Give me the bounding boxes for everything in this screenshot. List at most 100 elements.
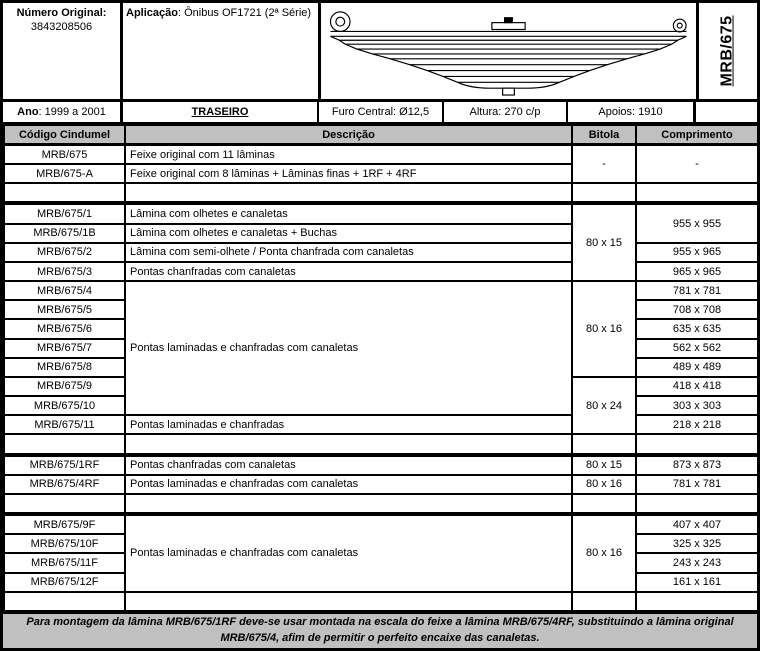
model-code-text: MRB/675 (719, 15, 737, 87)
comprimento-cell: 965 x 965 (635, 260, 757, 283)
bitola-cell: 80 x 16 (571, 473, 637, 495)
supports-cell: Apoios: 1910 (568, 102, 696, 122)
spacer-cell (635, 492, 757, 517)
comprimento-cell: 708 x 708 (635, 299, 757, 321)
comprimento-cell: 418 x 418 (635, 375, 757, 398)
table-row: MRB/675/1 Lâmina com olhetes e canaletas… (3, 202, 757, 283)
assembly-note: Para montagem da lâmina MRB/675/1RF deve… (3, 610, 757, 648)
header-codigo: Código Cindumel (3, 124, 126, 146)
codigo-cell: MRB/675/12F (3, 571, 126, 593)
application-value: : Ônibus OF1721 (2ª Série) (177, 7, 312, 19)
leaf-spring-drawing-cell (321, 3, 699, 99)
year-value: : 1999 a 2001 (38, 106, 106, 118)
table-row: MRB/675/8 489 x 489 (3, 356, 757, 378)
spacer-cell (124, 182, 573, 206)
year-cell: Ano: 1999 a 2001 (3, 102, 123, 122)
year-label: Ano (17, 106, 39, 118)
bitola-cell: - (571, 143, 637, 185)
bitola-cell: 80 x 16 (571, 280, 637, 378)
original-number-label: Número Original: (16, 7, 107, 19)
height-cell: Altura: 270 c/p (444, 102, 568, 122)
comprimento-cell: 562 x 562 (635, 337, 757, 359)
descricao-cell: Feixe original com 8 lâminas + Lâminas f… (124, 163, 573, 185)
spacer-cell (571, 433, 637, 457)
codigo-cell: MRB/675 (3, 143, 126, 166)
codigo-cell: MRB/675/1RF (3, 453, 126, 476)
descricao-cell: Pontas laminadas e chanfradas com canale… (124, 280, 573, 417)
codigo-cell: MRB/675/6 (3, 318, 126, 340)
comprimento-cell: 635 x 635 (635, 318, 757, 340)
table-row: MRB/675/10F 325 x 325 (3, 533, 757, 555)
spacer-cell (635, 433, 757, 457)
descricao-cell: Lâmina com olhetes e canaletas + Buchas (124, 222, 573, 244)
comprimento-cell: 955 x 965 (635, 241, 757, 263)
comprimento-cell: 218 x 218 (635, 414, 757, 436)
spec-blank-cell (696, 102, 757, 122)
comprimento-cell: 243 x 243 (635, 552, 757, 574)
assembly-note-text: Para montagem da lâmina MRB/675/1RF deve… (26, 616, 734, 644)
table-row: MRB/675/6 635 x 635 (3, 318, 757, 340)
codigo-cell: MRB/675/1 (3, 202, 126, 225)
codigo-cell: MRB/675/11F (3, 552, 126, 574)
spacer-cell (635, 590, 757, 610)
spacer-row (3, 433, 757, 457)
codigo-cell: MRB/675/4 (3, 280, 126, 302)
comprimento-cell: 303 x 303 (635, 395, 757, 417)
parts-table: Código Cindumel Descrição Bitola Comprim… (3, 124, 757, 610)
codigo-cell: MRB/675/1B (3, 222, 126, 244)
codigo-cell: MRB/675/10F (3, 533, 126, 555)
descricao-cell: Lâmina com olhetes e canaletas (124, 202, 573, 225)
spacer-cell (571, 492, 637, 517)
codigo-cell: MRB/675/8 (3, 356, 126, 378)
table-row: MRB/675-A Feixe original com 8 lâminas +… (3, 163, 757, 185)
spacer-cell (124, 492, 573, 517)
table-row: MRB/675/11F 243 x 243 (3, 552, 757, 574)
top-info-band: Número Original: 3843208506 Aplicação: Ô… (3, 3, 757, 102)
spacer-row (3, 182, 757, 206)
comprimento-cell: 873 x 873 (635, 453, 757, 476)
left-eye-icon (329, 11, 351, 33)
spacer-cell (3, 433, 126, 457)
header-descricao: Descrição (124, 124, 573, 146)
center-bolt (490, 22, 526, 31)
model-code-tab: MRB/675 (699, 3, 757, 99)
comprimento-cell: 781 x 781 (635, 473, 757, 495)
spec-band: Ano: 1999 a 2001 TRASEIRO Furo Central: … (3, 102, 757, 124)
comprimento-cell: 325 x 325 (635, 533, 757, 555)
spacer-cell (3, 182, 126, 206)
header-bitola: Bitola (571, 124, 637, 146)
codigo-cell: MRB/675/4RF (3, 473, 126, 495)
descricao-cell: Pontas chanfradas com canaletas (124, 453, 573, 476)
descricao-cell: Feixe original com 11 lâminas (124, 143, 573, 166)
comprimento-cell: 407 x 407 (635, 513, 757, 536)
table-row: MRB/675/9 80 x 24 418 x 418 (3, 375, 757, 436)
descricao-cell: Pontas laminadas e chanfradas (124, 414, 573, 436)
codigo-cell: MRB/675/3 (3, 260, 126, 283)
spacer-cell (124, 590, 573, 610)
table-row: MRB/675/5 708 x 708 (3, 299, 757, 321)
application-cell: Aplicação: Ônibus OF1721 (2ª Série) (123, 3, 321, 99)
comprimento-cell: 781 x 781 (635, 280, 757, 302)
original-number-cell: Número Original: 3843208506 (3, 3, 123, 99)
spacer-row (3, 492, 757, 517)
descricao-cell: Pontas laminadas e chanfradas com canale… (124, 513, 573, 593)
bitola-cell: 80 x 15 (571, 453, 637, 476)
bottom-tab (501, 87, 515, 96)
header-comprimento: Comprimento (635, 124, 757, 146)
codigo-cell: MRB/675-A (3, 163, 126, 185)
bitola-cell: 80 x 24 (571, 375, 637, 436)
spacer-cell (571, 590, 637, 610)
codigo-cell: MRB/675/11 (3, 414, 126, 436)
spacer-cell (3, 492, 126, 517)
table-header-row: Código Cindumel Descrição Bitola Comprim… (3, 124, 757, 146)
bitola-cell: 80 x 15 (571, 202, 637, 283)
descricao-cell: Pontas laminadas e chanfradas com canale… (124, 473, 573, 495)
codigo-cell: MRB/675/9F (3, 513, 126, 536)
comprimento-cell: 489 x 489 (635, 356, 757, 378)
table-row: MRB/675/1RF Pontas chanfradas com canale… (3, 453, 757, 476)
spacer-cell (571, 182, 637, 206)
codigo-cell: MRB/675/10 (3, 395, 126, 417)
spacer-row (3, 590, 757, 610)
parts-table-wrap: Código Cindumel Descrição Bitola Comprim… (3, 124, 757, 610)
